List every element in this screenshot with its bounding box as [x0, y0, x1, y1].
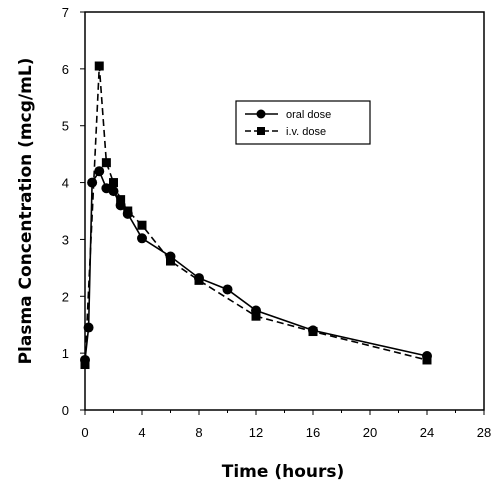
- data-point-iv: [94, 61, 104, 71]
- y-tick-label: 1: [62, 346, 69, 361]
- x-tick-label: 24: [420, 425, 434, 440]
- data-point-iv: [116, 195, 126, 205]
- legend-marker-oral: [256, 109, 266, 119]
- y-tick-label: 4: [62, 176, 69, 191]
- data-point-oral: [94, 166, 105, 177]
- x-tick-label: 8: [195, 425, 202, 440]
- y-tick-label: 6: [62, 62, 69, 77]
- x-tick-label: 12: [249, 425, 263, 440]
- data-point-oral: [108, 186, 119, 197]
- data-point-iv: [123, 206, 133, 216]
- legend: oral dose i.v. dose: [235, 100, 371, 145]
- x-axis: 0 4 8 12 16 20 24 28: [81, 410, 491, 440]
- data-point-iv: [194, 275, 204, 285]
- plot-frame: [84, 11, 485, 411]
- series-layer: [80, 61, 432, 370]
- data-point-iv: [166, 256, 175, 266]
- data-point-iv: [80, 360, 90, 370]
- series-line-iv: [84, 65, 428, 365]
- data-point-iv: [251, 311, 261, 321]
- x-tick-label: 0: [81, 425, 88, 440]
- data-point-iv: [109, 178, 118, 188]
- data-point-iv: [137, 220, 147, 230]
- legend-label-oral: oral dose: [286, 109, 331, 121]
- x-tick-label: 16: [306, 425, 320, 440]
- y-tick-label: 0: [62, 403, 69, 418]
- x-tick-label: 28: [477, 425, 491, 440]
- legend-marker-iv: [257, 127, 265, 135]
- data-point-oral: [87, 177, 98, 188]
- y-axis-title: Plasma Concentration (mcg/mL): [16, 58, 36, 365]
- data-point-oral: [222, 284, 233, 295]
- legend-box: [235, 100, 371, 145]
- y-tick-label: 2: [62, 289, 69, 304]
- data-point-oral: [137, 233, 147, 244]
- legend-label-iv: i.v. dose: [286, 126, 326, 138]
- data-point-oral: [83, 322, 94, 333]
- y-axis: 0 1 2 3 4 5 6 7: [62, 5, 85, 418]
- data-point-iv: [101, 158, 111, 168]
- y-tick-label: 3: [62, 232, 69, 247]
- y-tick-label: 5: [62, 119, 69, 134]
- series-line-oral: [84, 169, 428, 361]
- y-tick-label: 7: [62, 5, 69, 20]
- data-point-iv: [422, 355, 432, 365]
- x-tick-label: 20: [363, 425, 377, 440]
- x-axis-title: Time (hours): [222, 462, 345, 482]
- data-point-iv: [308, 327, 318, 337]
- x-tick-label: 4: [138, 425, 145, 440]
